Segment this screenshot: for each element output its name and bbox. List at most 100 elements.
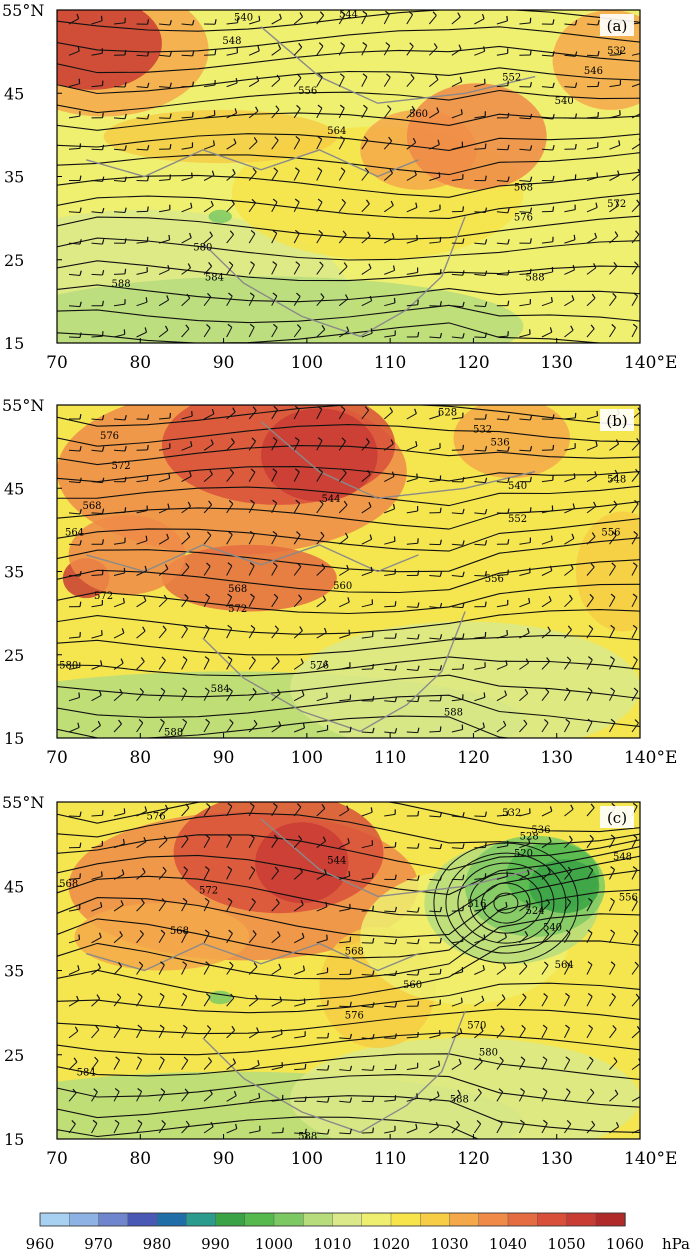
wind-barb xyxy=(519,662,529,670)
wind-barb xyxy=(429,847,441,850)
wind-barb-feather xyxy=(590,562,595,568)
wind-barb xyxy=(293,139,301,150)
wind-barb xyxy=(496,180,508,182)
wind-barb-feather xyxy=(372,727,375,733)
wind-barb-feather xyxy=(529,268,532,274)
wind-barb xyxy=(271,409,278,420)
wind-barb xyxy=(113,1091,120,1102)
wind-barb-feather xyxy=(439,875,443,881)
wind-barb-feather xyxy=(327,1097,330,1103)
wind-barb-feather xyxy=(416,473,418,479)
wind-barb xyxy=(496,1029,505,1039)
wind-barb xyxy=(361,76,368,87)
wind-barb-feather xyxy=(549,327,553,333)
wind-barb-feather xyxy=(529,176,533,182)
wind-barb-feather xyxy=(439,665,443,671)
wind-barb xyxy=(564,722,571,733)
wind-barb xyxy=(361,442,370,451)
wind-barb-feather xyxy=(362,10,368,15)
contour-label: 564 xyxy=(65,528,84,539)
wind-barb-feather xyxy=(256,1027,260,1033)
colorbar-swatch xyxy=(215,1212,246,1227)
wind-barb-feather xyxy=(432,11,437,16)
wind-barb-feather xyxy=(439,811,443,818)
wind-barb xyxy=(541,1027,548,1039)
wind-barb-feather xyxy=(204,929,210,934)
wind-barb-feather xyxy=(363,104,368,109)
wind-barb-feather xyxy=(565,1024,570,1029)
wind-barb-feather xyxy=(318,42,324,47)
wind-barb xyxy=(586,932,593,944)
wind-barb xyxy=(496,664,508,670)
wind-barb-feather xyxy=(439,507,442,513)
wind-barb-feather xyxy=(229,468,235,474)
wind-barb-feather xyxy=(346,326,350,332)
wind-barb xyxy=(271,1000,282,1007)
wind-barb xyxy=(181,901,188,912)
wind-barb-feather xyxy=(408,10,413,16)
wind-barb-feather xyxy=(160,929,166,934)
wind-barb-feather xyxy=(552,175,555,181)
wind-barb-feather xyxy=(387,105,392,110)
wind-barb-feather xyxy=(507,144,510,150)
contour-label: 548 xyxy=(222,36,241,47)
wind-barb xyxy=(564,870,572,880)
wind-barb xyxy=(384,1130,396,1134)
wind-barb xyxy=(564,1123,572,1134)
wind-barb xyxy=(203,1028,212,1039)
wind-barb-feather xyxy=(189,232,192,238)
wind-barb xyxy=(631,503,639,514)
wind-barb xyxy=(496,604,508,608)
wind-barb-feather xyxy=(394,874,397,880)
wind-barb-feather xyxy=(142,867,146,873)
wind-barb xyxy=(158,598,168,608)
wind-barb-feather xyxy=(597,81,600,87)
wind-barb xyxy=(226,997,235,1007)
wind-barb-feather xyxy=(258,1092,261,1098)
wind-barb xyxy=(429,79,439,87)
wind-barb xyxy=(136,148,148,151)
wind-barb xyxy=(609,235,619,244)
wind-barb-feather xyxy=(372,1033,375,1040)
wind-barb-feather xyxy=(614,231,619,237)
wind-barb-feather xyxy=(439,634,443,640)
panel-label-box xyxy=(600,409,634,431)
wind-barb xyxy=(158,447,170,451)
wind-barb xyxy=(496,967,507,975)
contour-line xyxy=(57,889,640,959)
wind-barb xyxy=(586,901,593,912)
wind-barb xyxy=(91,664,102,670)
wind-barb xyxy=(383,45,391,56)
wind-barb xyxy=(541,540,553,545)
wind-barb-feather xyxy=(484,143,487,149)
wind-barb-feather xyxy=(249,323,255,328)
wind-barb-feather xyxy=(565,687,571,692)
wind-barb xyxy=(609,265,618,275)
wind-barb-feather xyxy=(528,838,531,844)
wind-barb xyxy=(159,86,171,89)
wind-barb xyxy=(181,54,193,57)
wind-barb-feather xyxy=(544,718,549,724)
wind-barb xyxy=(248,80,259,88)
wind-barb-feather xyxy=(635,468,640,474)
wind-barb xyxy=(361,636,373,639)
wind-barb xyxy=(249,1097,260,1102)
wind-barb xyxy=(384,508,395,514)
wind-barb xyxy=(586,1028,593,1039)
contour-label: 572 xyxy=(228,604,247,615)
wind-barb-feather xyxy=(254,994,259,1000)
wind-barb-feather xyxy=(146,51,150,57)
wind-barb xyxy=(339,666,351,670)
contour-label: 532 xyxy=(473,424,492,435)
wind-barb-feather xyxy=(529,415,533,421)
contour-line xyxy=(57,845,640,896)
wind-barb-feather xyxy=(250,624,256,630)
wind-barb xyxy=(159,417,171,420)
wind-barb-feather xyxy=(139,687,144,693)
wind-barb-feather xyxy=(368,502,372,508)
wind-barb xyxy=(158,808,169,817)
contour-label: 568 xyxy=(170,926,189,937)
wind-barb xyxy=(248,233,256,244)
wind-barb-feather xyxy=(370,328,373,334)
wind-barb-feather xyxy=(634,499,639,505)
